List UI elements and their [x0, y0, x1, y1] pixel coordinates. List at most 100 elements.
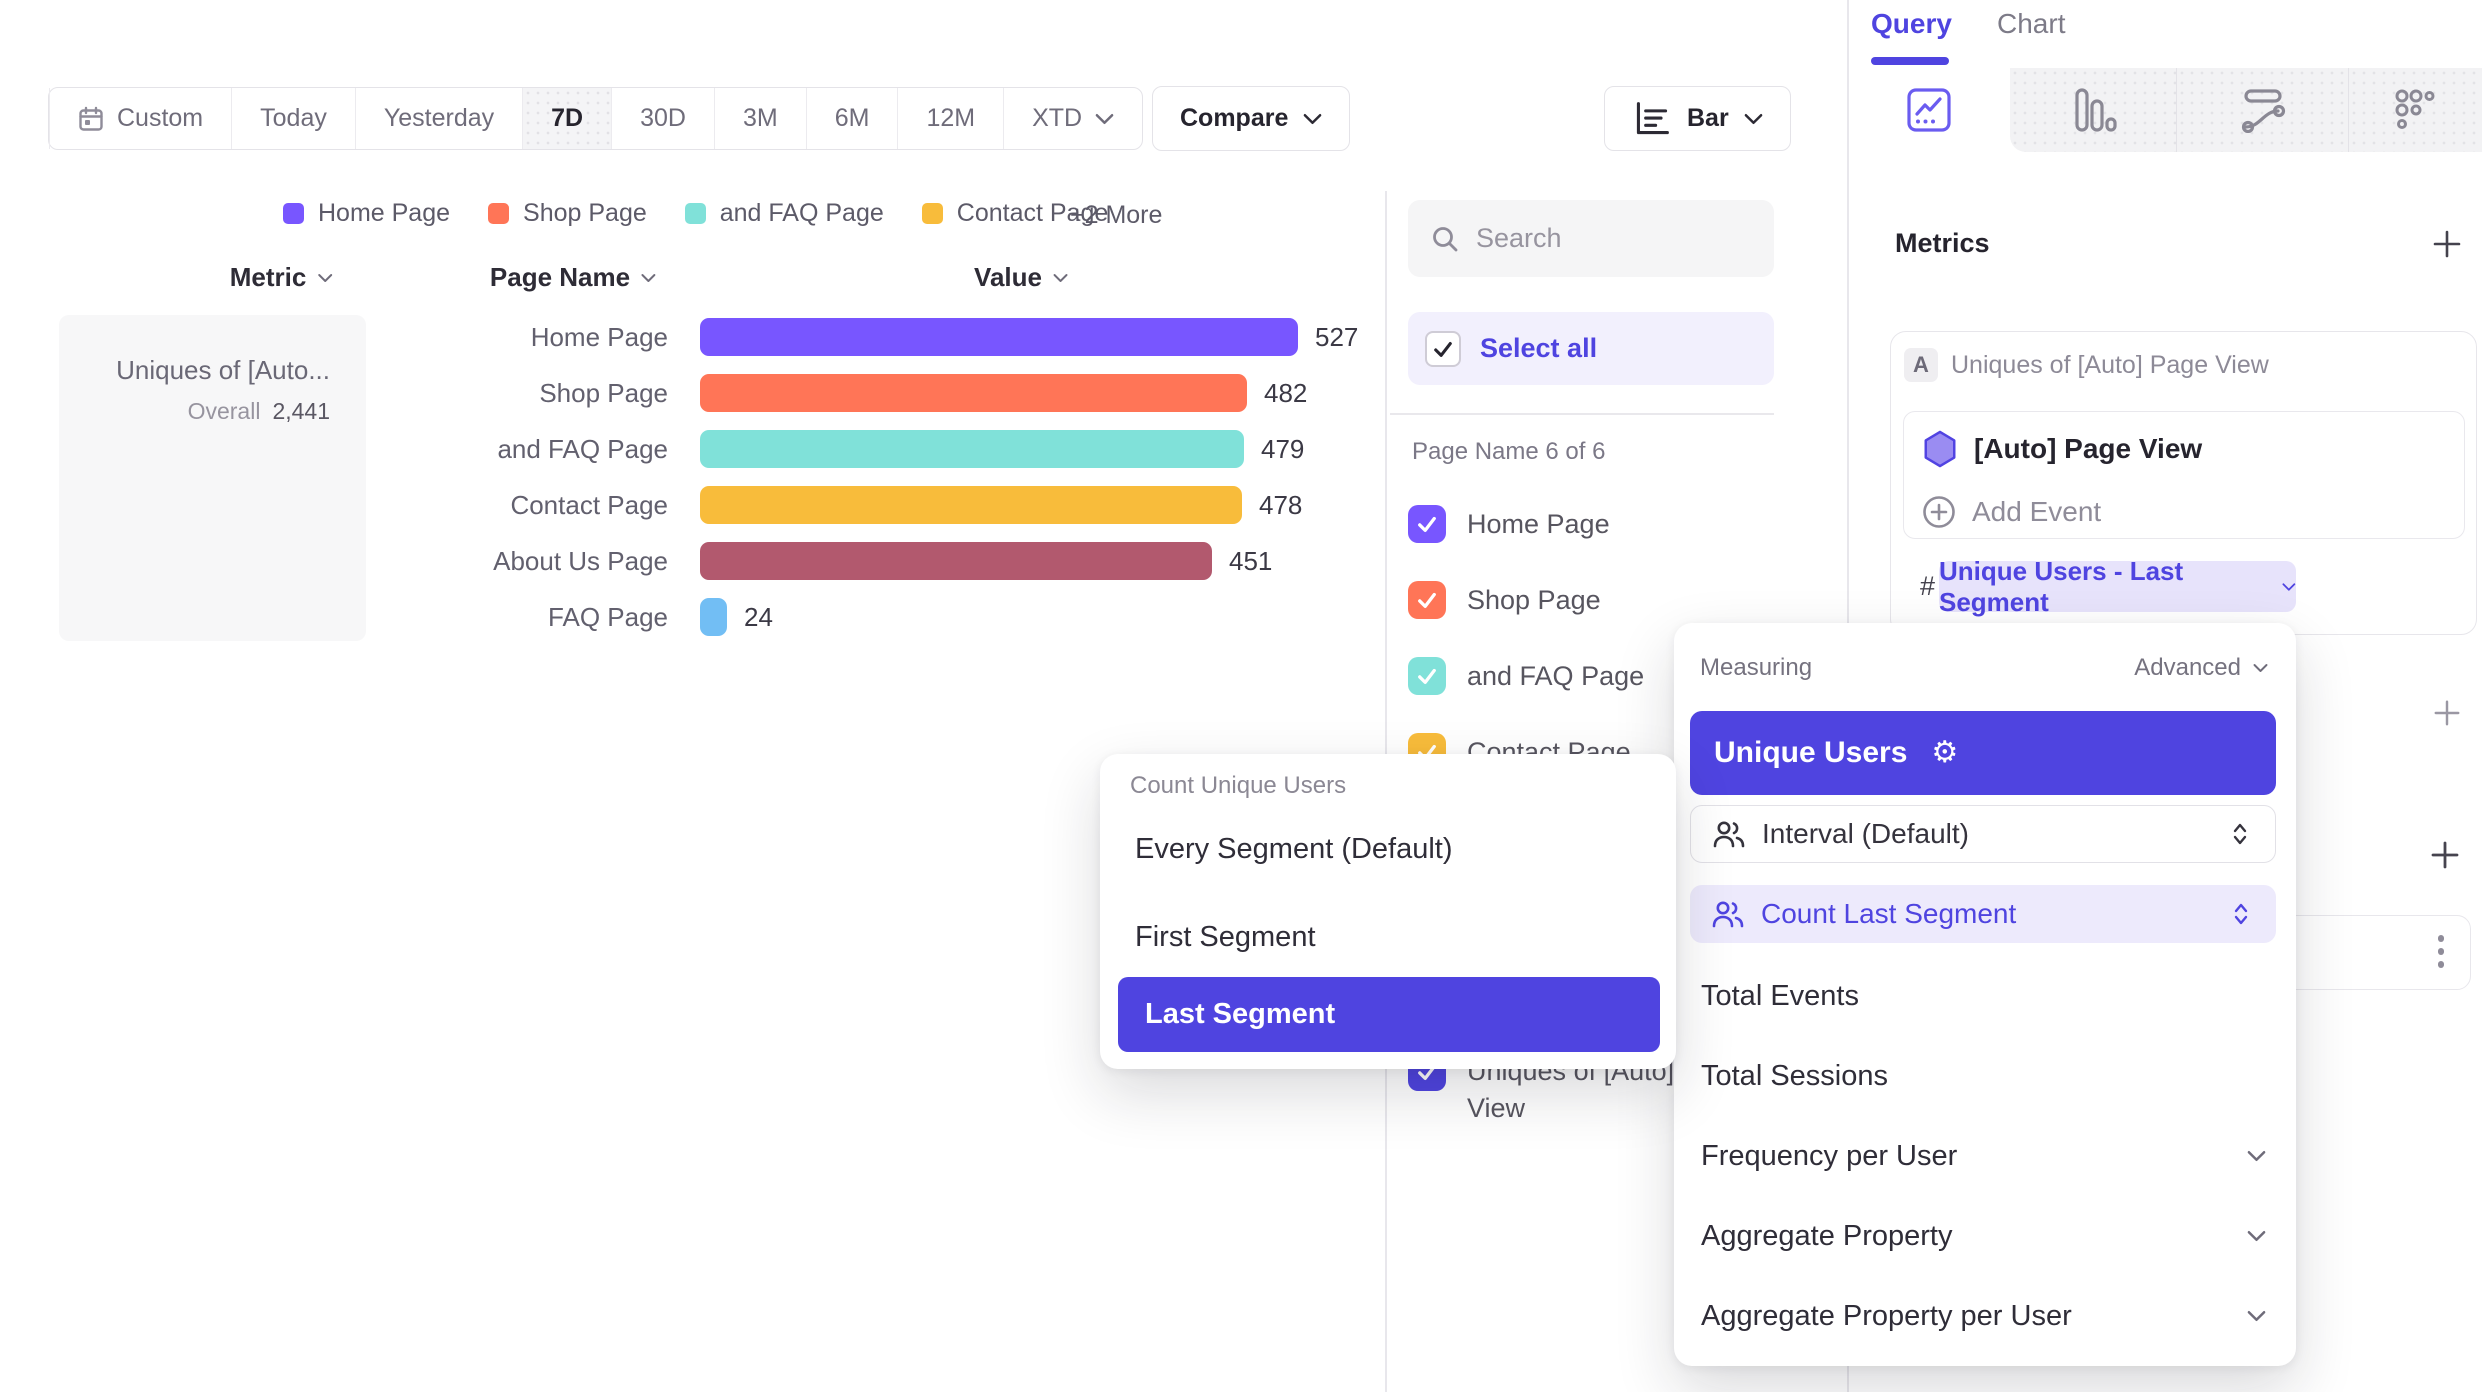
date-range-option[interactable]: Yesterday — [354, 88, 522, 149]
compare-button[interactable]: Compare — [1152, 86, 1351, 151]
kebab-menu-icon[interactable] — [2437, 935, 2444, 968]
advanced-toggle[interactable]: Advanced — [2134, 654, 2268, 682]
date-range-option[interactable]: Custom — [49, 88, 231, 149]
bar-value-label: 479 — [1261, 433, 1305, 464]
count-unique-users-popup: Count Unique Users Every Segment (Defaul… — [1100, 754, 1676, 1069]
legend-swatch — [921, 203, 943, 224]
segment-count-option-label: Last Segment — [1145, 998, 1336, 1030]
add-breakdown-button[interactable] — [2429, 839, 2461, 871]
measuring-option[interactable]: Frequency per User — [1674, 1116, 2296, 1196]
select-all-label: Select all — [1480, 333, 1598, 363]
add-metric-button[interactable] — [2431, 228, 2463, 260]
date-range-control: Custom Today Yesterday 7D 30D 3M — [48, 87, 1144, 150]
select-all-row[interactable]: Select all — [1408, 312, 1774, 385]
select-all-checkbox[interactable] — [1425, 330, 1461, 367]
bar[interactable] — [700, 598, 727, 636]
measuring-option[interactable]: Aggregate Property per User — [1674, 1276, 2296, 1356]
bar-value-label: 24 — [744, 601, 773, 632]
bar[interactable] — [700, 374, 1247, 412]
search-input[interactable] — [1476, 223, 1736, 254]
segment-filter-item[interactable]: Shop Page — [1408, 562, 1644, 638]
legend-swatch — [684, 203, 706, 224]
date-range-option[interactable]: 3M — [713, 88, 806, 149]
circle-plus-icon — [1923, 496, 1955, 528]
segment-checkbox[interactable] — [1408, 505, 1446, 543]
tab-insights[interactable] — [1848, 68, 2010, 152]
event-row[interactable]: [Auto] Page View — [1922, 430, 2202, 468]
flows-icon — [2241, 89, 2285, 133]
legend-item[interactable]: and FAQ Page — [684, 199, 884, 228]
segment-count-option[interactable]: Last Segment — [1118, 977, 1660, 1052]
chevron-down-icon — [2247, 1150, 2266, 1162]
metric-summary-cell[interactable]: Uniques of [Auto... Overall 2,441 — [59, 315, 366, 641]
date-range-option[interactable]: XTD — [1003, 88, 1142, 149]
segment-checkbox[interactable] — [1408, 581, 1446, 619]
column-header-value[interactable]: Value — [974, 262, 1068, 293]
date-range-option[interactable]: 7D — [522, 88, 612, 149]
bar-chart: Home Page 527 Shop Page 482 and FAQ Page… — [0, 309, 1385, 645]
column-header-metric[interactable]: Metric — [230, 262, 333, 293]
bar-category-label: Home Page — [530, 321, 668, 352]
segment-filter-item[interactable]: and FAQ Page — [1408, 638, 1644, 714]
measuring-popup: Measuring Advanced Unique Users ⚙ Interv… — [1674, 623, 2296, 1366]
segment-count-option[interactable]: Every Segment (Default) — [1135, 833, 1453, 866]
gear-icon[interactable]: ⚙ — [1931, 736, 1959, 769]
checkmark-icon — [1418, 1064, 1436, 1080]
measurement-selector[interactable]: Unique Users - Last Segment — [1939, 556, 2296, 617]
interval-default-option[interactable]: Interval (Default) — [1690, 805, 2276, 863]
legend-item[interactable]: Home Page — [283, 199, 450, 228]
segment-count-option[interactable]: First Segment — [1135, 921, 1316, 954]
bar[interactable] — [700, 542, 1212, 580]
chevron-down-icon — [641, 273, 656, 282]
bar-columns-icon — [2075, 88, 2117, 132]
date-range-option[interactable]: 12M — [897, 88, 1003, 149]
legend-more-link[interactable]: +2 More — [1070, 201, 1163, 229]
date-range-label: Today — [260, 104, 327, 132]
tab-funnels[interactable] — [2010, 68, 2176, 152]
event-name: [Auto] Page View — [1974, 433, 2203, 464]
add-event-label: Add Event — [1972, 496, 2102, 527]
chevron-down-icon — [2253, 664, 2268, 672]
measuring-option[interactable]: Total Sessions — [1674, 1036, 2296, 1116]
segment-label: and FAQ Page — [1467, 660, 1645, 691]
count-last-segment-option[interactable]: Count Last Segment — [1690, 885, 2276, 943]
measuring-option[interactable]: Total Events — [1674, 956, 2296, 1036]
legend-item[interactable]: Shop Page — [488, 199, 647, 228]
measuring-option-label: Total Sessions — [1701, 1059, 1888, 1092]
calendar-icon — [79, 106, 103, 131]
date-range-option[interactable]: Today — [231, 88, 355, 149]
bar-category-label: FAQ Page — [548, 601, 668, 632]
measuring-option-label: Total Events — [1701, 979, 1859, 1012]
add-event-button[interactable]: Add Event — [1922, 495, 2101, 529]
checkmark-icon — [1418, 592, 1436, 608]
segment-search[interactable] — [1408, 200, 1774, 277]
measuring-title: Measuring — [1700, 654, 1813, 681]
filter-divider — [1390, 413, 1774, 415]
date-range-option[interactable]: 6M — [805, 88, 898, 149]
legend-item[interactable]: Contact Page — [921, 199, 1109, 228]
segment-label: Home Page — [1467, 508, 1610, 539]
segment-filter-item[interactable]: Home Page — [1408, 486, 1644, 562]
bar[interactable] — [700, 318, 1298, 356]
unique-users-selected-option[interactable]: Unique Users ⚙ — [1690, 711, 2276, 795]
measuring-option[interactable]: Aggregate Property — [1674, 1196, 2296, 1276]
tab-chart[interactable]: Chart — [1997, 8, 2066, 39]
chart-type-button[interactable]: Bar — [1604, 86, 1791, 151]
segment-checkbox[interactable] — [1408, 657, 1446, 695]
chevron-down-icon — [2282, 582, 2296, 591]
column-header-page-name[interactable]: Page Name — [490, 262, 656, 293]
insights-icon — [1907, 88, 1951, 132]
tab-query[interactable]: Query — [1871, 8, 1952, 39]
tab-retention[interactable] — [2348, 68, 2482, 152]
legend-label: Contact Page — [956, 199, 1109, 227]
date-range-option[interactable]: 30D — [611, 88, 714, 149]
segment-count-option-label: Every Segment (Default) — [1135, 833, 1453, 865]
bar[interactable] — [700, 430, 1244, 468]
add-filter-button[interactable] — [2432, 698, 2462, 728]
people-icon — [1712, 901, 1744, 928]
event-hexagon-icon — [1924, 430, 1956, 468]
metrics-section-header: Metrics — [1895, 228, 1990, 258]
bar[interactable] — [700, 486, 1242, 524]
tab-flows[interactable] — [2176, 68, 2348, 152]
